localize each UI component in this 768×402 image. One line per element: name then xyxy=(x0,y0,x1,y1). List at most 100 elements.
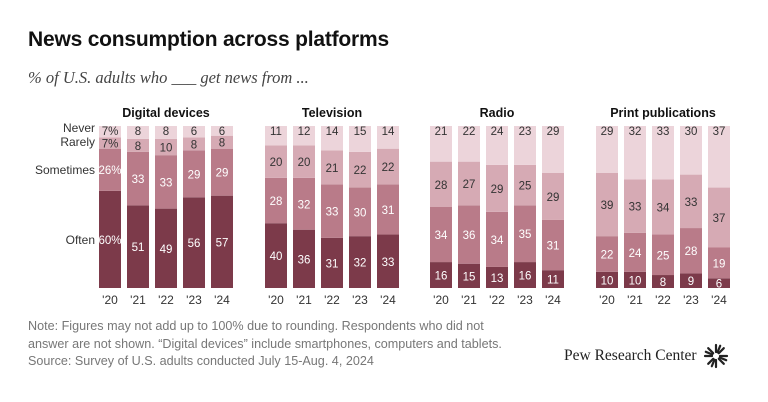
data-label-digital-devices-never-5: 6 xyxy=(219,126,225,138)
data-label-television-rarely-1: 20 xyxy=(270,157,283,169)
data-label-digital-devices-never-3: 8 xyxy=(163,126,169,138)
data-label-radio-never-1: 21 xyxy=(435,126,448,138)
category-label-never: Never xyxy=(63,121,95,135)
year-label-print-publications-2: '21 xyxy=(627,293,643,307)
data-label-print-publications-often-4: 9 xyxy=(688,276,694,288)
bar-radio-rarely-1 xyxy=(430,161,452,207)
bar-digital-devices-sometimes-5 xyxy=(211,148,233,196)
bar-radio-rarely-3 xyxy=(486,164,508,212)
data-label-print-publications-rarely-4: 33 xyxy=(685,197,698,209)
bar-digital-devices-often-2 xyxy=(127,205,149,288)
data-label-radio-sometimes-2: 36 xyxy=(463,230,476,242)
year-label-print-publications-5: '24 xyxy=(711,293,727,307)
data-label-radio-never-3: 24 xyxy=(491,126,504,138)
bar-digital-devices-sometimes-2 xyxy=(127,151,149,206)
data-label-television-often-3: 31 xyxy=(326,258,339,270)
category-label-often: Often xyxy=(66,233,95,247)
bar-radio-sometimes-2 xyxy=(458,205,480,264)
data-label-digital-devices-often-4: 56 xyxy=(188,238,201,250)
bar-radio-sometimes-4 xyxy=(514,205,536,263)
bar-digital-devices-never-3 xyxy=(155,126,177,139)
bar-television-often-3 xyxy=(321,237,343,288)
year-label-radio-5: '24 xyxy=(545,293,561,307)
data-label-television-never-1: 11 xyxy=(270,126,282,138)
bar-print-publications-often-3 xyxy=(652,275,674,288)
year-label-television-1: '20 xyxy=(268,293,284,307)
data-label-digital-devices-rarely-3: 10 xyxy=(160,143,173,155)
bar-television-sometimes-5 xyxy=(377,184,399,235)
bar-television-often-5 xyxy=(377,234,399,288)
data-label-digital-devices-never-2: 8 xyxy=(135,126,141,138)
data-label-print-publications-sometimes-1: 22 xyxy=(601,249,614,261)
bar-radio-sometimes-1 xyxy=(430,207,452,263)
data-label-digital-devices-rarely-2: 8 xyxy=(135,141,141,153)
data-label-radio-sometimes-5: 31 xyxy=(547,241,560,253)
bar-television-never-2 xyxy=(293,126,315,146)
panel-title-television: Television xyxy=(302,106,362,120)
pew-sunburst-icon xyxy=(703,343,728,369)
panel-title-radio: Radio xyxy=(480,106,515,120)
bar-radio-never-4 xyxy=(514,126,536,165)
bar-print-publications-often-2 xyxy=(624,271,646,288)
data-label-digital-devices-often-2: 51 xyxy=(132,242,145,254)
bar-television-sometimes-2 xyxy=(293,177,315,230)
bar-radio-never-2 xyxy=(458,126,480,162)
bar-radio-often-3 xyxy=(486,266,508,288)
year-label-digital-devices-2: '21 xyxy=(130,293,146,307)
data-label-television-often-1: 40 xyxy=(270,251,283,263)
brand-name: Pew Research Center xyxy=(564,347,697,364)
bar-television-sometimes-1 xyxy=(265,177,287,224)
data-label-radio-often-3: 13 xyxy=(491,273,504,285)
bar-television-sometimes-3 xyxy=(321,184,343,238)
data-label-print-publications-rarely-1: 39 xyxy=(601,200,614,212)
data-label-radio-often-4: 16 xyxy=(519,271,532,283)
bar-digital-devices-sometimes-1 xyxy=(99,148,121,191)
data-label-television-rarely-4: 22 xyxy=(354,165,367,177)
data-label-digital-devices-rarely-5: 8 xyxy=(219,138,225,150)
data-label-television-never-4: 15 xyxy=(354,126,367,138)
bar-print-publications-never-1 xyxy=(596,126,618,173)
bar-digital-devices-sometimes-4 xyxy=(183,150,205,198)
data-label-radio-often-5: 11 xyxy=(547,275,559,287)
bar-digital-devices-never-4 xyxy=(183,126,205,138)
bar-digital-devices-rarely-1 xyxy=(99,137,121,149)
data-label-radio-often-2: 15 xyxy=(463,271,476,283)
bar-print-publications-often-4 xyxy=(680,273,702,288)
data-label-print-publications-often-3: 8 xyxy=(660,277,666,289)
data-label-radio-rarely-5: 29 xyxy=(547,192,560,204)
bar-print-publications-rarely-2 xyxy=(624,179,646,233)
year-label-print-publications-4: '23 xyxy=(683,293,699,307)
data-label-television-sometimes-3: 33 xyxy=(326,207,339,219)
bar-print-publications-often-1 xyxy=(596,271,618,288)
data-label-print-publications-never-1: 29 xyxy=(601,126,614,138)
bar-television-never-1 xyxy=(265,126,287,146)
bar-radio-often-1 xyxy=(430,262,452,288)
data-label-print-publications-never-4: 30 xyxy=(685,126,698,138)
bar-radio-never-3 xyxy=(486,126,508,165)
chart-title: News consumption across platforms xyxy=(28,28,389,51)
bar-digital-devices-rarely-2 xyxy=(127,138,149,152)
bar-print-publications-often-5 xyxy=(708,278,730,288)
bar-print-publications-sometimes-2 xyxy=(624,232,646,272)
data-label-print-publications-sometimes-5: 19 xyxy=(713,258,726,270)
bar-radio-rarely-2 xyxy=(458,161,480,206)
note-line-2: answer are not shown. “Digital devices” … xyxy=(28,336,502,351)
data-label-radio-often-1: 16 xyxy=(435,271,448,283)
data-label-radio-rarely-2: 27 xyxy=(463,179,476,191)
year-label-radio-2: '21 xyxy=(461,293,477,307)
data-label-television-sometimes-1: 28 xyxy=(270,196,283,208)
bar-television-often-4 xyxy=(349,236,371,288)
bar-radio-rarely-5 xyxy=(542,172,564,220)
category-label-sometimes: Sometimes xyxy=(35,163,95,177)
data-label-television-sometimes-2: 32 xyxy=(298,199,311,211)
year-label-radio-3: '22 xyxy=(489,293,505,307)
data-label-digital-devices-often-3: 49 xyxy=(160,244,173,256)
data-label-radio-never-2: 22 xyxy=(463,126,476,138)
data-label-radio-sometimes-4: 35 xyxy=(519,229,532,241)
bar-radio-never-5 xyxy=(542,126,564,173)
data-label-radio-sometimes-3: 34 xyxy=(491,235,504,247)
bar-radio-often-4 xyxy=(514,262,536,288)
bar-digital-devices-often-1 xyxy=(99,190,121,288)
data-label-radio-sometimes-1: 34 xyxy=(435,230,448,242)
data-label-television-often-4: 32 xyxy=(354,258,367,270)
